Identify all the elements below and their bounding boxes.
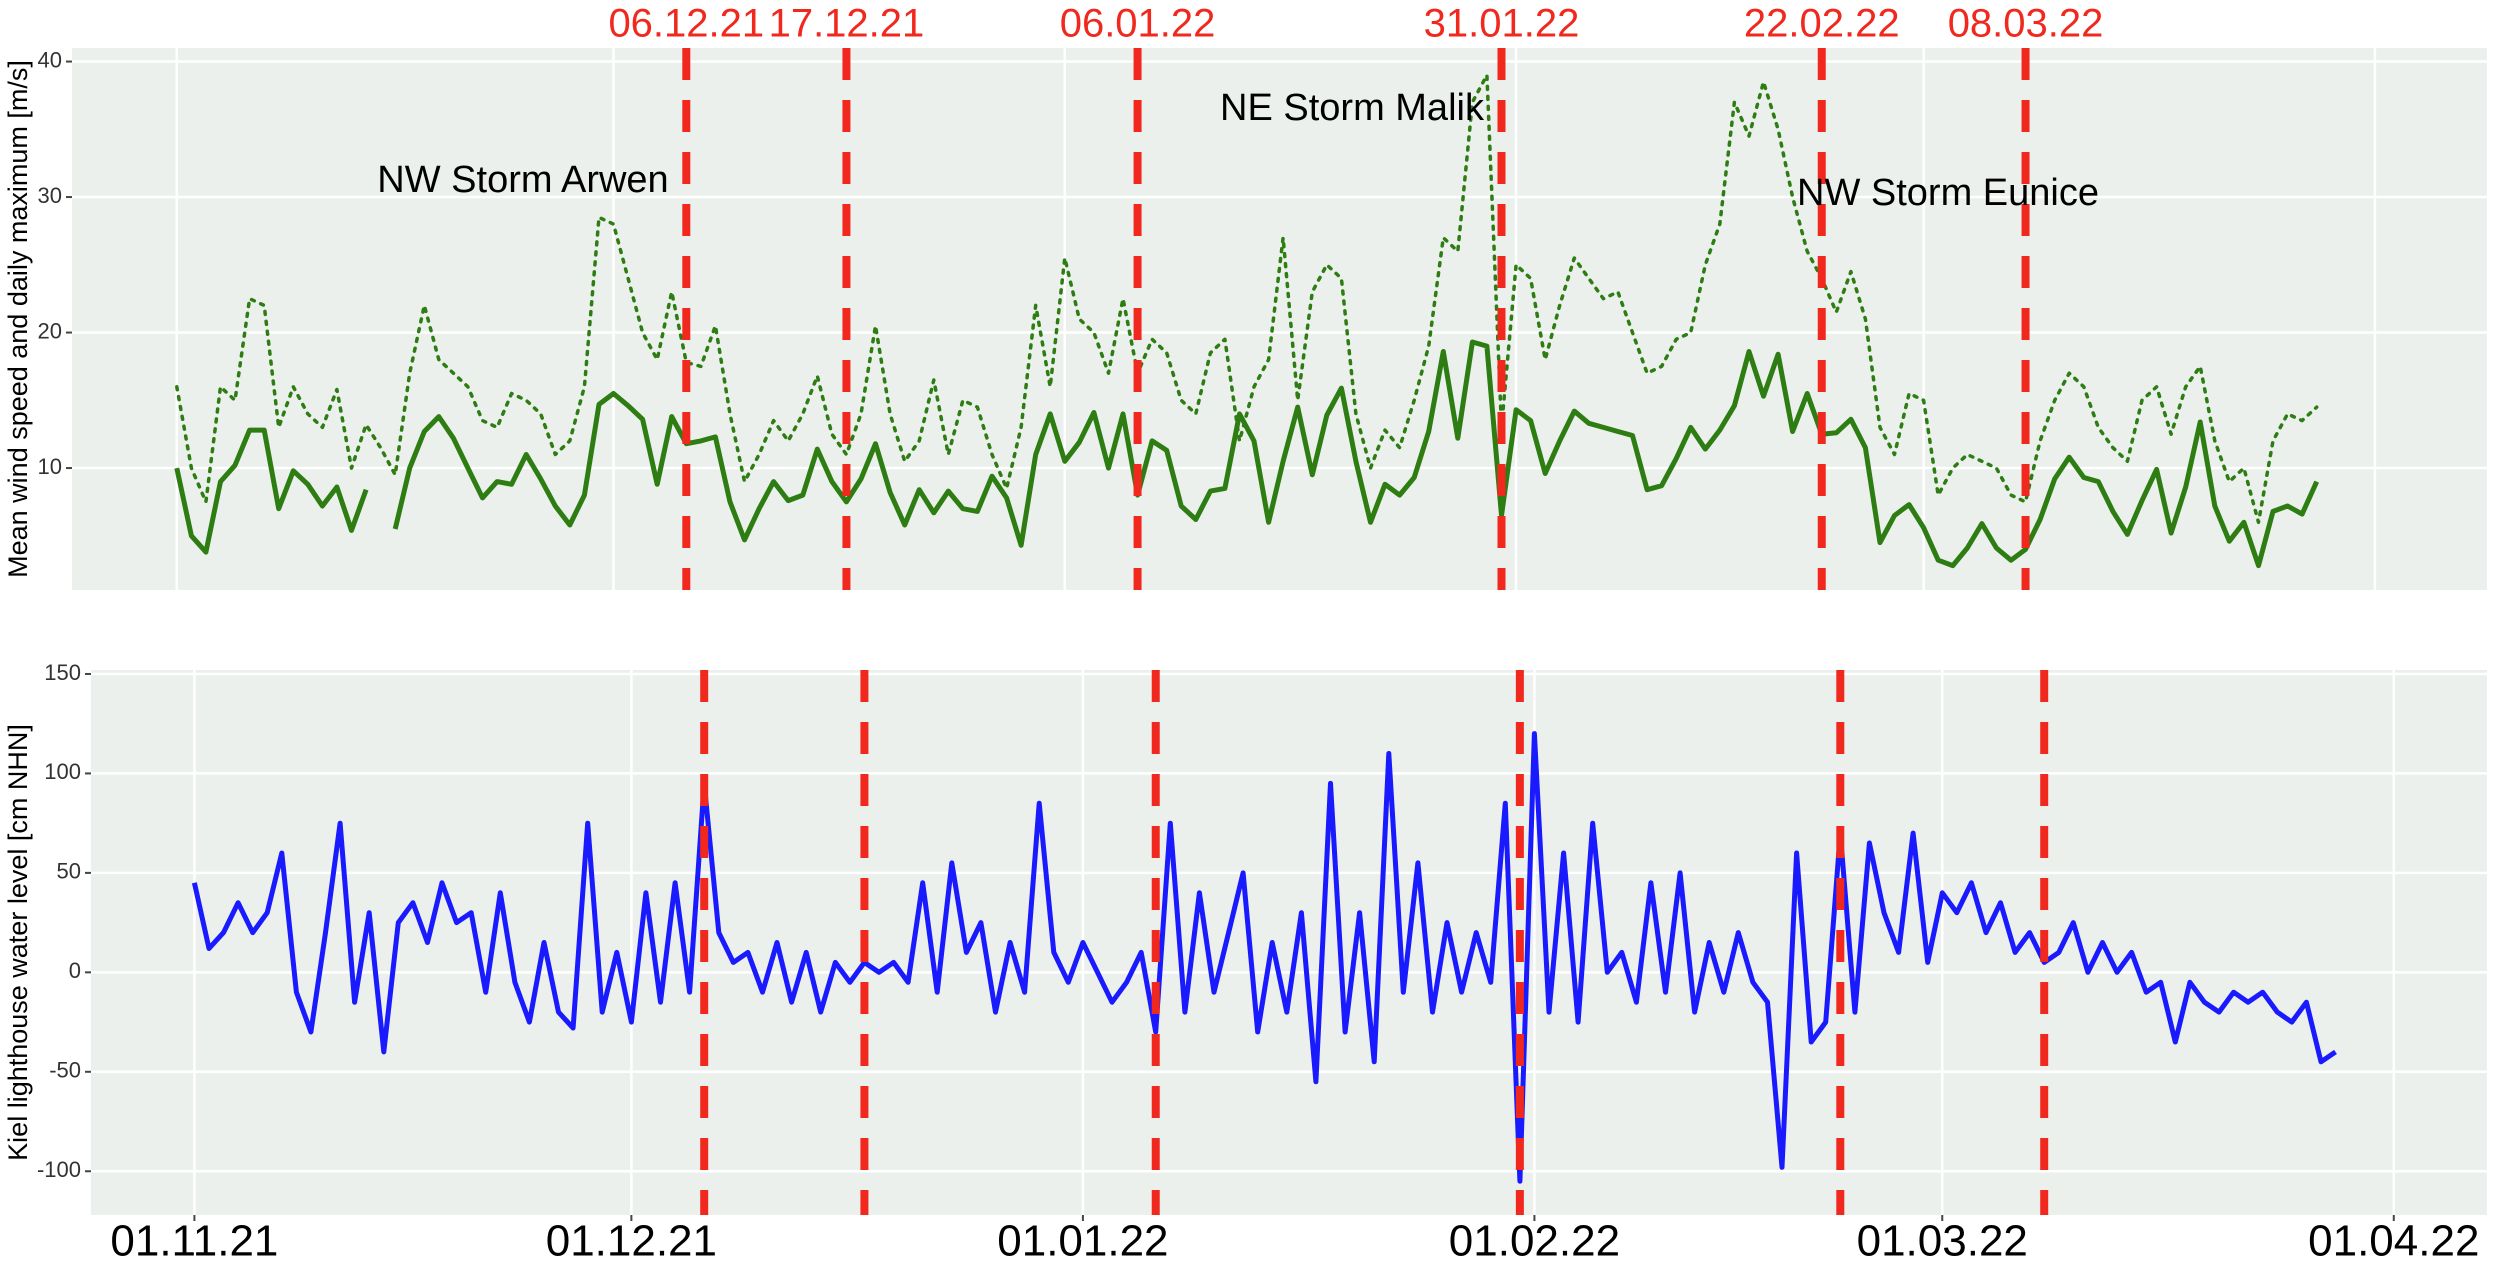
annotation: NE Storm Malik [1220,87,1485,129]
x-tick-label: 01.12.21 [546,1217,717,1266]
data-line [175,73,2319,525]
y-axis-title: Kiel lighthouse water level [cm NHN] [3,724,33,1161]
x-tick-label: 01.04.22 [2308,1217,2479,1266]
y-tick-label: 150 [44,660,81,685]
data-line [174,339,2319,569]
y-tick-label: 20 [38,318,62,343]
y-tick-label: 50 [57,859,81,884]
data-line [191,731,2337,1184]
x-tick-label: 01.01.22 [997,1217,1168,1266]
y-tick-label: -100 [37,1157,81,1182]
y-tick-label: 30 [38,183,62,208]
y-tick-label: 40 [38,47,62,72]
x-tick-label: 01.03.22 [1857,1217,2028,1266]
plot-background [72,48,2487,590]
event-label: 06.01.22 [1060,2,1216,46]
annotation: NW Storm Eunice [1797,172,2099,214]
event-label: 31.01.22 [1424,2,1580,46]
x-tick-label: 01.02.22 [1449,1217,1620,1266]
event-label: 08.03.22 [1948,2,2104,46]
y-tick-label: 10 [38,454,62,479]
event-label: 06.12.21 [608,2,764,46]
event-label: 17.12.21 [769,2,925,46]
x-tick-label: 01.11.21 [110,1217,278,1266]
y-tick-label: 0 [69,958,81,983]
plot-background [91,670,2487,1215]
y-tick-label: 100 [44,759,81,784]
y-axis-title: Mean wind speed and daily maximum [m/s] [3,60,33,578]
y-tick-label: -50 [49,1058,81,1083]
event-label: 22.02.22 [1744,2,1900,46]
annotation: NW Storm Arwen [377,159,668,201]
